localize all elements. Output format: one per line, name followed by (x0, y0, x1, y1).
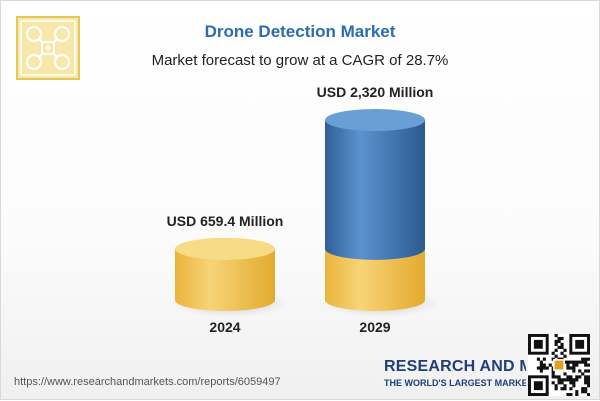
bar-2024 (175, 237, 275, 311)
qr-code-icon (528, 334, 591, 397)
brand-name: RESEARCH AND MARKETS (384, 358, 526, 375)
brand-tagline: THE WORLD'S LARGEST MARKET RESEARCH STOR… (384, 378, 526, 388)
value-label: USD 659.4 Million (167, 213, 284, 229)
brand-logo: RESEARCH AND MARKETS THE WORLD'S LARGEST… (384, 358, 526, 394)
chart-title: Drone Detection Market (204, 22, 396, 41)
drone-icon (16, 16, 80, 80)
bar-base-segment (175, 237, 275, 311)
chart-subtitle: Market forecast to grow at a CAGR of 28.… (151, 52, 449, 69)
value-label: USD 2,320 Million (317, 84, 434, 100)
category-label: 2024 (209, 319, 240, 335)
bar-growth-segment (325, 109, 425, 260)
category-label: 2029 (359, 319, 390, 335)
source-url[interactable]: https://www.researchandmarkets.com/repor… (14, 376, 281, 388)
bar-2029 (325, 109, 425, 311)
